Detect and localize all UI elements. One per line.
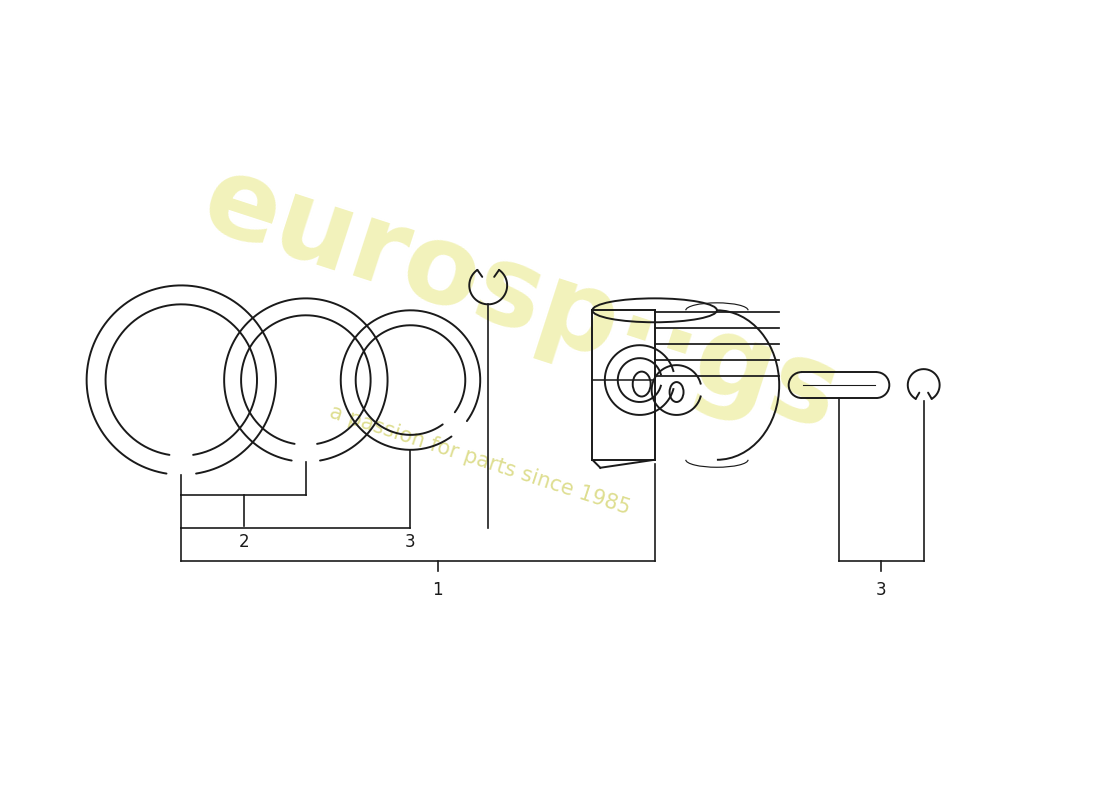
- Text: 3: 3: [876, 582, 887, 599]
- Text: 3: 3: [405, 533, 416, 550]
- Text: eurosp··gs: eurosp··gs: [189, 147, 851, 454]
- Text: a passion for parts since 1985: a passion for parts since 1985: [328, 402, 634, 518]
- Text: 2: 2: [239, 533, 249, 550]
- Text: 1: 1: [432, 582, 443, 599]
